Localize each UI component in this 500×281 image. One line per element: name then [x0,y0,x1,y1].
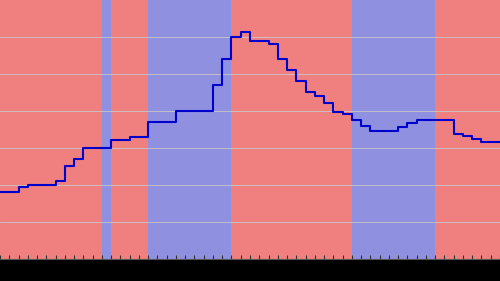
Bar [102,0,111,259]
Bar [148,0,232,259]
Bar [435,0,500,259]
Bar [352,0,435,259]
Bar [111,0,148,259]
Bar [232,0,352,259]
Bar [0,0,102,259]
